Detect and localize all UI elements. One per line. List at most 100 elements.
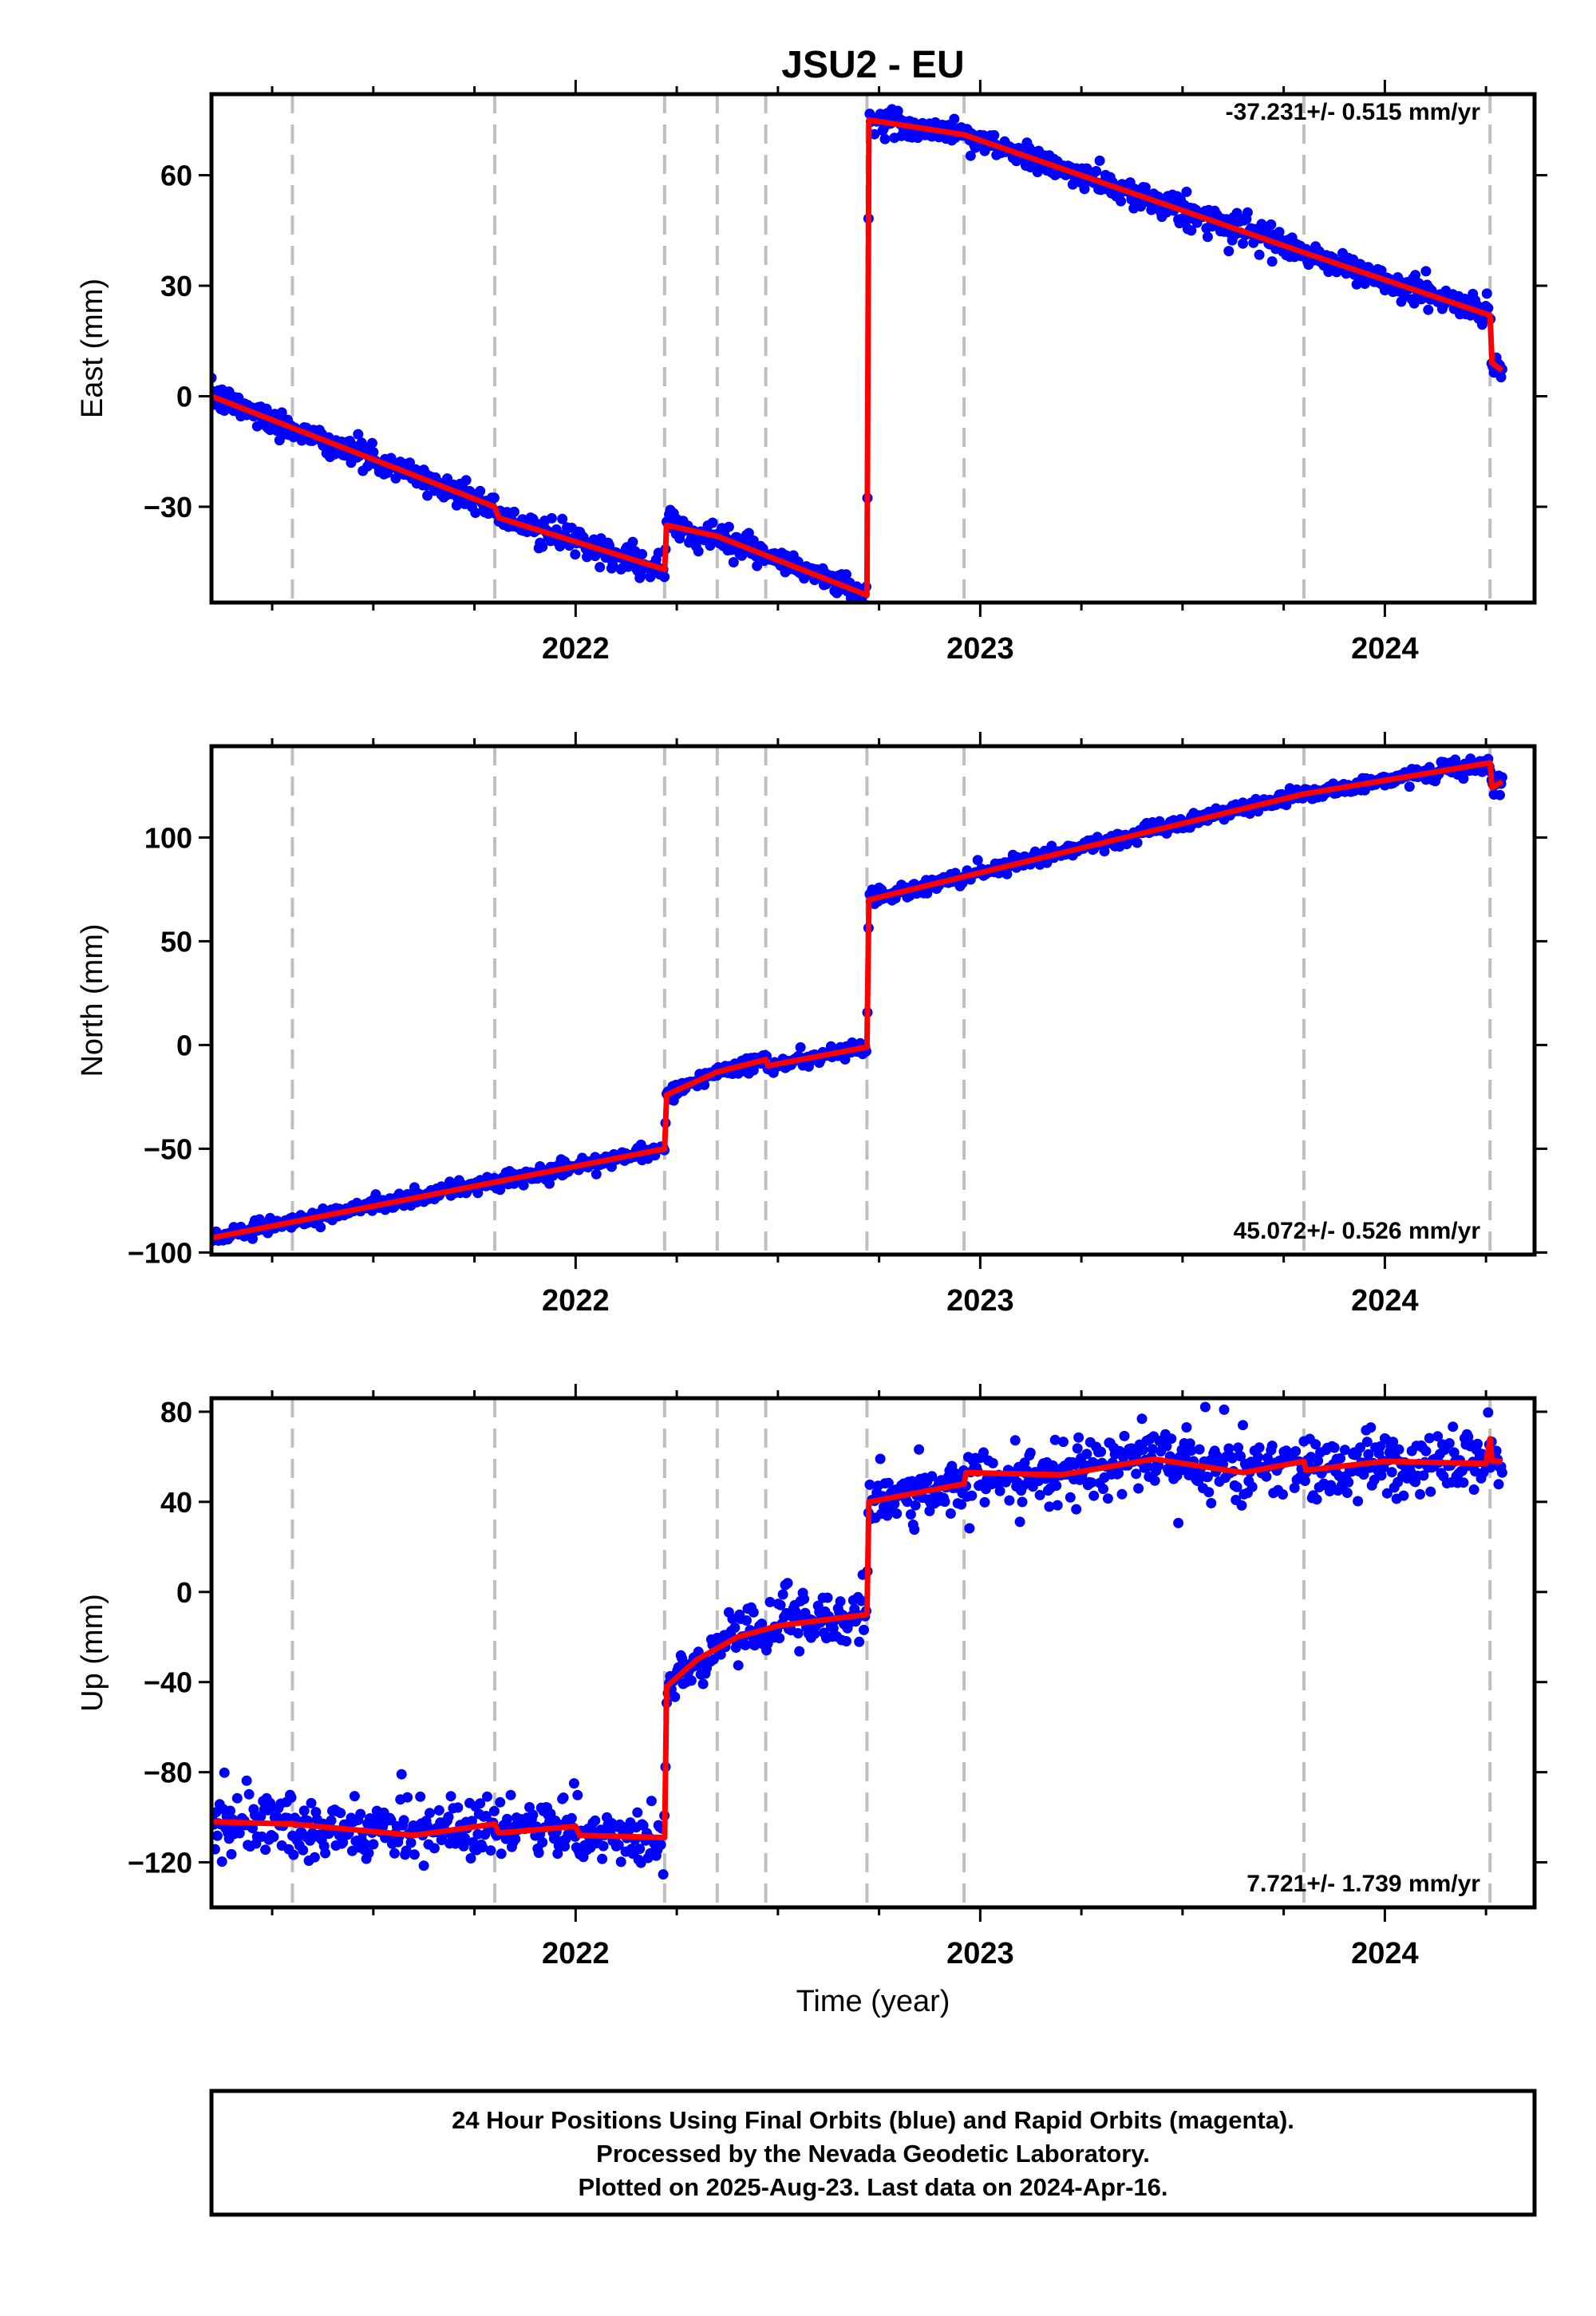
final-orbit-points bbox=[211, 753, 1507, 1247]
velocity-rate-label: 45.072+/- 0.526 mm/yr bbox=[1234, 1218, 1481, 1244]
footer-line-2: Processed by the Nevada Geodetic Laborat… bbox=[596, 2140, 1150, 2168]
data-point bbox=[1472, 1438, 1483, 1449]
data-point bbox=[1444, 1438, 1455, 1448]
data-point bbox=[777, 1589, 788, 1600]
data-point bbox=[1483, 1407, 1494, 1418]
data-point bbox=[1361, 1437, 1373, 1448]
data-point bbox=[965, 150, 976, 161]
data-point bbox=[879, 133, 891, 144]
data-point bbox=[989, 130, 1000, 140]
data-point bbox=[1424, 1433, 1435, 1444]
data-point bbox=[1206, 1498, 1217, 1508]
data-point bbox=[658, 1869, 669, 1880]
data-point bbox=[728, 557, 739, 567]
plot-area bbox=[211, 1398, 1507, 1907]
y-axis-label: Up (mm) bbox=[76, 1594, 109, 1712]
data-point bbox=[1470, 1466, 1481, 1477]
data-point bbox=[488, 492, 500, 504]
data-point bbox=[752, 560, 763, 571]
x-tick-label: 2024 bbox=[1351, 1937, 1419, 1970]
data-point bbox=[1202, 1472, 1213, 1483]
data-point bbox=[1329, 1442, 1340, 1453]
data-point bbox=[1025, 1447, 1036, 1458]
y-tick-label: 100 bbox=[144, 821, 192, 854]
data-point bbox=[598, 1840, 609, 1852]
data-point bbox=[398, 1815, 409, 1826]
data-point bbox=[741, 1615, 752, 1626]
data-point bbox=[1415, 1488, 1425, 1500]
x-tick-label: 2022 bbox=[542, 1937, 610, 1970]
data-point bbox=[452, 1802, 464, 1813]
data-point bbox=[1116, 1488, 1128, 1500]
data-point bbox=[979, 1496, 990, 1508]
data-point bbox=[987, 1457, 998, 1468]
data-point bbox=[402, 1792, 413, 1803]
data-point bbox=[1481, 288, 1492, 299]
data-point bbox=[782, 1578, 793, 1589]
x-tick-label: 2022 bbox=[542, 1284, 610, 1318]
model-fit-line bbox=[211, 760, 1504, 1241]
data-point bbox=[475, 1798, 486, 1809]
data-point bbox=[368, 447, 379, 458]
data-point bbox=[794, 1646, 805, 1657]
y-tick-label: −100 bbox=[128, 1236, 192, 1269]
data-point bbox=[1049, 1434, 1061, 1445]
data-point bbox=[1278, 1489, 1288, 1500]
data-point bbox=[1404, 781, 1415, 792]
data-point bbox=[809, 1628, 820, 1639]
data-point bbox=[841, 569, 851, 580]
data-point bbox=[1376, 1470, 1387, 1481]
data-point bbox=[1341, 1488, 1353, 1498]
data-point bbox=[1311, 1494, 1322, 1505]
data-point bbox=[1236, 1500, 1247, 1511]
data-point bbox=[470, 508, 481, 518]
data-point bbox=[1495, 372, 1507, 383]
data-point bbox=[966, 1490, 978, 1501]
data-point bbox=[1235, 1451, 1246, 1462]
data-point bbox=[1410, 270, 1421, 281]
data-point bbox=[496, 1848, 507, 1860]
data-point bbox=[1181, 186, 1192, 197]
data-point bbox=[288, 1849, 299, 1860]
data-point bbox=[632, 1807, 643, 1818]
data-point bbox=[225, 1805, 235, 1816]
data-point bbox=[945, 1508, 956, 1519]
data-point bbox=[1358, 1469, 1369, 1480]
data-point bbox=[1246, 1481, 1258, 1492]
data-point bbox=[1186, 225, 1197, 236]
data-point bbox=[460, 475, 472, 486]
data-point bbox=[1363, 1448, 1374, 1460]
data-point bbox=[1079, 184, 1090, 195]
data-point bbox=[1310, 1439, 1321, 1450]
data-point bbox=[635, 570, 646, 581]
data-point bbox=[1223, 246, 1235, 257]
data-point bbox=[1254, 249, 1265, 260]
data-point bbox=[219, 1767, 230, 1778]
data-point bbox=[570, 549, 581, 560]
data-point bbox=[1181, 1422, 1192, 1433]
data-point bbox=[792, 1628, 804, 1638]
model-fit-line bbox=[211, 1436, 1503, 1840]
data-point bbox=[510, 1833, 521, 1844]
y-tick-label: 0 bbox=[176, 1576, 192, 1609]
data-point bbox=[243, 1788, 255, 1800]
data-point bbox=[1493, 1479, 1504, 1490]
data-point bbox=[1238, 238, 1248, 249]
data-point bbox=[591, 1168, 602, 1180]
data-point bbox=[315, 1222, 326, 1233]
data-point bbox=[1233, 1442, 1244, 1453]
data-point bbox=[211, 1830, 223, 1841]
data-point bbox=[405, 457, 415, 468]
data-point bbox=[546, 512, 557, 524]
data-point bbox=[737, 550, 748, 561]
data-point bbox=[1266, 219, 1277, 230]
data-point bbox=[425, 1808, 435, 1819]
data-point bbox=[856, 1595, 867, 1607]
data-point bbox=[537, 1837, 548, 1848]
x-axis-label: Time (year) bbox=[796, 1985, 950, 2018]
data-point bbox=[1242, 207, 1253, 218]
data-point bbox=[914, 1444, 925, 1455]
data-point bbox=[482, 1791, 492, 1802]
data-point bbox=[799, 1594, 810, 1605]
data-point bbox=[568, 1778, 579, 1789]
